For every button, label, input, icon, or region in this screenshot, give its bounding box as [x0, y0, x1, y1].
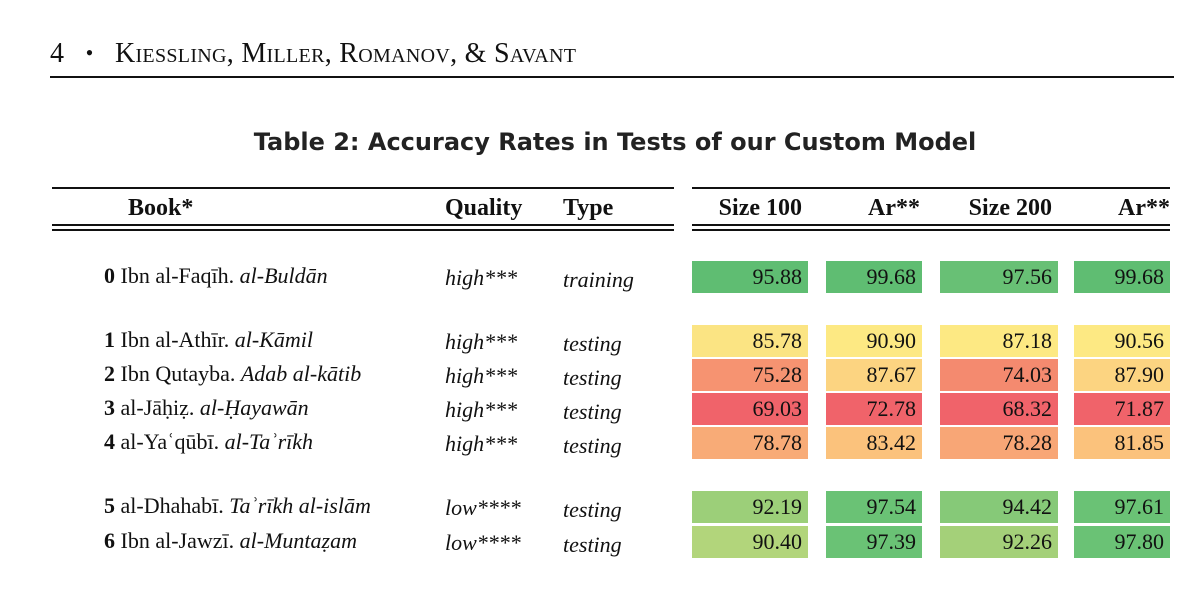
header-rule-right-2 — [692, 229, 1170, 231]
row-number: 6 — [104, 528, 115, 553]
row-number: 1 — [104, 327, 115, 352]
page-number: 4 — [50, 38, 65, 69]
accuracy-cell: 97.39 — [826, 526, 922, 558]
book-title: al-Ḥayawān — [199, 395, 309, 420]
type-cell: testing — [563, 532, 622, 557]
type-cell: training — [563, 267, 634, 292]
book-author: al-Dhahabī. — [120, 493, 224, 518]
accuracy-cell: 71.87 — [1074, 393, 1170, 425]
type-cell: testing — [563, 331, 622, 356]
accuracy-cell: 69.03 — [692, 393, 808, 425]
type-cell: testing — [563, 399, 622, 424]
header-authors: Kiessling, Miller, Romanov, & Savant — [114, 38, 577, 69]
book-author: Ibn al-Jawzī. — [120, 528, 235, 553]
book-cell: 1 Ibn al-Athīr. al-Kāmil — [104, 327, 313, 353]
accuracy-cell: 92.19 — [692, 491, 808, 523]
quality-cell: high*** — [445, 431, 518, 456]
quality-cell: high*** — [445, 397, 518, 422]
accuracy-cell: 81.85 — [1074, 427, 1170, 459]
header-ar2: Ar** — [1118, 195, 1170, 221]
accuracy-cell: 90.40 — [692, 526, 808, 558]
book-title: al-Taʾrīkh — [224, 429, 314, 454]
header-size100: Size 100 — [718, 195, 802, 221]
row-number: 5 — [104, 493, 115, 518]
accuracy-cell: 90.90 — [826, 325, 922, 357]
book-title: al-Muntaẓam — [239, 528, 357, 553]
book-cell: 0 Ibn al-Faqīh. al-Buldān — [104, 263, 328, 289]
accuracy-cell: 87.90 — [1074, 359, 1170, 391]
header-rule-left-2 — [52, 229, 674, 231]
accuracy-cell: 94.42 — [940, 491, 1058, 523]
type-cell: testing — [563, 433, 622, 458]
quality-cell: high*** — [445, 265, 518, 290]
table-caption: Table 2: Accuracy Rates in Tests of our … — [253, 128, 977, 156]
accuracy-cell: 97.61 — [1074, 491, 1170, 523]
accuracy-cell: 92.26 — [940, 526, 1058, 558]
accuracy-cell: 99.68 — [1074, 261, 1170, 293]
book-cell: 5 al-Dhahabī. Taʾrīkh al-islām — [104, 493, 371, 519]
running-header: 4 • Kiessling, Miller, Romanov, & Savant — [50, 38, 576, 70]
row-number: 3 — [104, 395, 115, 420]
accuracy-cell: 97.80 — [1074, 526, 1170, 558]
book-title: al-Buldān — [239, 263, 328, 288]
accuracy-cell: 68.32 — [940, 393, 1058, 425]
book-title: Adab al-kātib — [240, 361, 362, 386]
type-cell: testing — [563, 497, 622, 522]
book-author: al-Jāḥiẓ. — [120, 395, 195, 420]
quality-cell: high*** — [445, 329, 518, 354]
book-cell: 3 al-Jāḥiẓ. al-Ḥayawān — [104, 395, 309, 421]
header-rule-right-1 — [692, 224, 1170, 226]
book-title: al-Kāmil — [234, 327, 313, 352]
header-type: Type — [563, 195, 614, 221]
book-cell: 6 Ibn al-Jawzī. al-Muntaẓam — [104, 528, 357, 554]
accuracy-cell: 78.28 — [940, 427, 1058, 459]
book-author: Ibn al-Athīr. — [120, 327, 230, 352]
book-author: Ibn al-Faqīh. — [120, 263, 235, 288]
accuracy-cell: 74.03 — [940, 359, 1058, 391]
accuracy-cell: 97.54 — [826, 491, 922, 523]
header-rule — [50, 76, 1174, 78]
accuracy-cell: 95.88 — [692, 261, 808, 293]
accuracy-cell: 78.78 — [692, 427, 808, 459]
header-rule-left-1 — [52, 224, 674, 226]
book-author: Ibn Qutayba. — [120, 361, 236, 386]
header-size200: Size 200 — [968, 195, 1052, 221]
quality-cell: low**** — [445, 495, 521, 520]
type-cell: testing — [563, 365, 622, 390]
row-number: 2 — [104, 361, 115, 386]
row-number: 4 — [104, 429, 115, 454]
accuracy-cell: 90.56 — [1074, 325, 1170, 357]
header-ar1: Ar** — [868, 195, 920, 221]
accuracy-cell: 87.67 — [826, 359, 922, 391]
accuracy-cell: 87.18 — [940, 325, 1058, 357]
quality-cell: high*** — [445, 363, 518, 388]
header-book: Book* — [128, 195, 194, 221]
quality-cell: low**** — [445, 530, 521, 555]
table-top-rule-left — [52, 187, 674, 189]
accuracy-cell: 72.78 — [826, 393, 922, 425]
book-cell: 4 al-Yaʿqūbī. al-Taʾrīkh — [104, 429, 313, 455]
accuracy-cell: 75.28 — [692, 359, 808, 391]
header-bullet: • — [85, 40, 94, 65]
header-quality: Quality — [445, 195, 523, 221]
accuracy-cell: 83.42 — [826, 427, 922, 459]
book-author: al-Yaʿqūbī. — [120, 429, 220, 454]
book-title: Taʾrīkh al-islām — [229, 493, 371, 518]
accuracy-cell: 85.78 — [692, 325, 808, 357]
accuracy-cell: 99.68 — [826, 261, 922, 293]
table-top-rule-right — [692, 187, 1170, 189]
book-cell: 2 Ibn Qutayba. Adab al-kātib — [104, 361, 361, 387]
row-number: 0 — [104, 263, 115, 288]
accuracy-cell: 97.56 — [940, 261, 1058, 293]
